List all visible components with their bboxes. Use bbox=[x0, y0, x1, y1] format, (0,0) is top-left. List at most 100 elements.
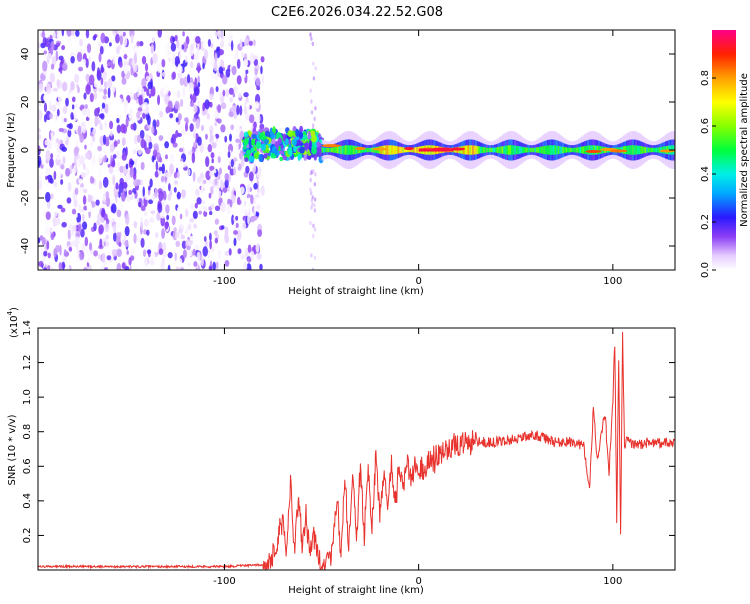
spectrogram-cell bbox=[171, 133, 177, 144]
colorbar-tick-label: 0.0 bbox=[700, 262, 711, 278]
spectrogram-cell bbox=[228, 248, 232, 256]
spectrogram-cell bbox=[129, 160, 135, 166]
spectrogram-cell bbox=[476, 146, 480, 154]
spectrogram-cell bbox=[167, 57, 172, 63]
spectrogram-cell bbox=[93, 250, 98, 257]
spectrogram-cell bbox=[313, 116, 316, 122]
spectrogram-cell bbox=[202, 246, 208, 257]
spectrogram-cell bbox=[260, 65, 263, 75]
spectrogram-cell bbox=[186, 97, 192, 103]
spectrogram-cell bbox=[150, 252, 156, 261]
spectrogram-cell bbox=[140, 161, 145, 171]
snr-x-tick-label: -100 bbox=[213, 576, 236, 587]
colorbar-ticks: 0.0 0.2 0.4 0.6 0.8 bbox=[700, 70, 716, 278]
spectrogram-cell bbox=[105, 234, 109, 240]
spectrogram-cell bbox=[528, 147, 531, 153]
spectrogram-cell bbox=[557, 145, 560, 155]
spectrogram-cell bbox=[166, 214, 170, 221]
spectrogram-cell bbox=[217, 104, 222, 114]
spectrogram-y-axis: -40 -20 0 20 40 bbox=[20, 48, 675, 254]
spectrogram-cell bbox=[213, 134, 216, 143]
spectrogram-y-label: Frequency (Hz) bbox=[6, 112, 17, 188]
spectrogram-cell bbox=[185, 122, 188, 132]
spectrogram-cell bbox=[171, 211, 175, 217]
spectrogram-cell bbox=[84, 104, 88, 110]
spectrogram-cell bbox=[115, 33, 120, 44]
spectrogram-cell bbox=[38, 134, 42, 140]
spectrogram-cell bbox=[391, 145, 394, 155]
spectrogram-cell bbox=[103, 213, 108, 221]
spectrogram-cell bbox=[259, 263, 263, 270]
spectrogram-cell bbox=[217, 30, 221, 40]
spectrogram-cell bbox=[110, 131, 113, 137]
spectrogram-cell bbox=[643, 146, 646, 154]
spectrogram-cell bbox=[526, 147, 529, 153]
spectrogram-cell bbox=[89, 92, 94, 103]
spectrogram-cell bbox=[65, 167, 71, 177]
spectrogram-cell bbox=[403, 147, 407, 153]
spectrogram-cell bbox=[189, 61, 194, 69]
spectrogram-cell bbox=[78, 223, 82, 233]
spectrogram-cell bbox=[49, 177, 54, 184]
spectrogram-cell bbox=[209, 129, 213, 138]
spectrogram-cell bbox=[60, 179, 64, 185]
spectrogram-cell bbox=[326, 147, 329, 153]
spectrogram-cell bbox=[116, 262, 122, 270]
spectrogram-cell bbox=[511, 145, 514, 155]
snr-y-tick-label: 0.2 bbox=[22, 527, 33, 543]
spectrogram-cell bbox=[50, 266, 55, 270]
spectrogram-cell bbox=[132, 122, 137, 131]
spectrogram-cell bbox=[58, 262, 63, 270]
spectrogram-cell bbox=[236, 199, 242, 205]
spectrogram-cell bbox=[299, 146, 305, 154]
spectrogram-cell bbox=[490, 147, 494, 153]
spectrogram-cell bbox=[559, 146, 562, 154]
spectrogram-cell bbox=[42, 30, 45, 39]
spectrogram-cell bbox=[68, 123, 73, 130]
spectrogram-cell bbox=[209, 239, 212, 250]
spectrogram-cell bbox=[187, 150, 193, 156]
spectrogram-cell bbox=[584, 146, 587, 154]
spectrogram-cell bbox=[105, 191, 110, 200]
spectrogram-cell bbox=[255, 141, 262, 149]
spectrogram-cell bbox=[50, 193, 54, 200]
spectrogram-cell bbox=[185, 208, 189, 218]
spectrogram-cell bbox=[150, 43, 155, 54]
spectrogram-cell bbox=[73, 198, 78, 208]
spectrogram-cell bbox=[197, 100, 201, 108]
spectrogram-cell bbox=[87, 258, 91, 264]
spectrogram-cell bbox=[100, 112, 105, 120]
spectrogram-cell bbox=[88, 242, 93, 251]
spectrogram-cell bbox=[193, 86, 200, 96]
spectrogram-cell bbox=[98, 42, 102, 48]
snr-y-tick-label: 1.0 bbox=[22, 389, 33, 405]
spectrogram-cell bbox=[145, 147, 151, 155]
spectrogram-cell bbox=[542, 146, 545, 154]
spectrogram-cell bbox=[99, 238, 103, 249]
snr-y-label: SNR (10 * v/v) bbox=[7, 414, 18, 485]
spectrogram-cell bbox=[142, 186, 145, 197]
spectrogram-cell bbox=[556, 145, 559, 155]
spectrogram-cell bbox=[204, 240, 208, 248]
spectrogram-cell bbox=[174, 100, 180, 110]
spectrogram-cell bbox=[315, 131, 319, 136]
spectrogram-cell bbox=[78, 204, 81, 212]
spectrogram-cell bbox=[158, 248, 164, 255]
spectrogram-cell bbox=[115, 55, 120, 60]
spectrogram-cell bbox=[75, 30, 80, 37]
spectrogram-cell bbox=[151, 155, 155, 163]
spectrogram-cell bbox=[55, 244, 60, 253]
spectrogram-cell bbox=[71, 96, 76, 103]
spectrogram-cell bbox=[54, 217, 61, 226]
spectrogram-cell bbox=[121, 262, 126, 269]
spectrogram-cell bbox=[229, 133, 232, 142]
spectrogram-cell bbox=[53, 142, 59, 148]
spectrogram-cell bbox=[313, 203, 316, 208]
spectrogram-cell bbox=[176, 171, 180, 179]
spectrogram-cell bbox=[82, 221, 88, 230]
spectrogram-cell bbox=[205, 156, 210, 168]
spectrogram-cell bbox=[120, 190, 126, 202]
spectrogram-cell bbox=[311, 195, 314, 200]
spectrogram-cell bbox=[164, 141, 170, 149]
spectrogram-cell bbox=[185, 159, 191, 166]
